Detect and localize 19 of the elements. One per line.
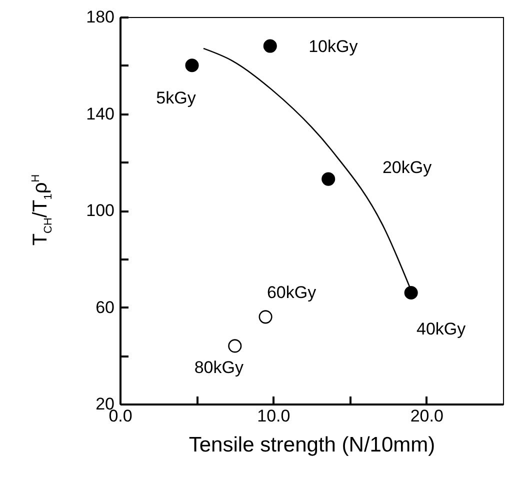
x-tick-label: 10.0 [257, 406, 290, 426]
y-tick-label: 60 [96, 298, 114, 317]
annotation: 60kGy [266, 282, 317, 302]
point [263, 39, 277, 53]
point [322, 172, 336, 186]
x-tick-label: 20.0 [410, 406, 444, 426]
annotation: 10kGy [308, 37, 358, 56]
annotation: 20kGy [382, 158, 432, 177]
annotation: 5kGy [156, 88, 196, 108]
y-tick-label: 140 [86, 104, 114, 124]
annotation: 80kGy [194, 358, 244, 377]
y-tick-label: 100 [86, 201, 114, 220]
x-axis-title: Tensile strength (N/10mm) [188, 434, 436, 456]
annotation: 40kGy [416, 320, 466, 339]
point [258, 310, 272, 324]
point [185, 58, 199, 72]
y-tick-label: 180 [86, 8, 114, 26]
point [404, 286, 418, 300]
point [228, 339, 242, 353]
